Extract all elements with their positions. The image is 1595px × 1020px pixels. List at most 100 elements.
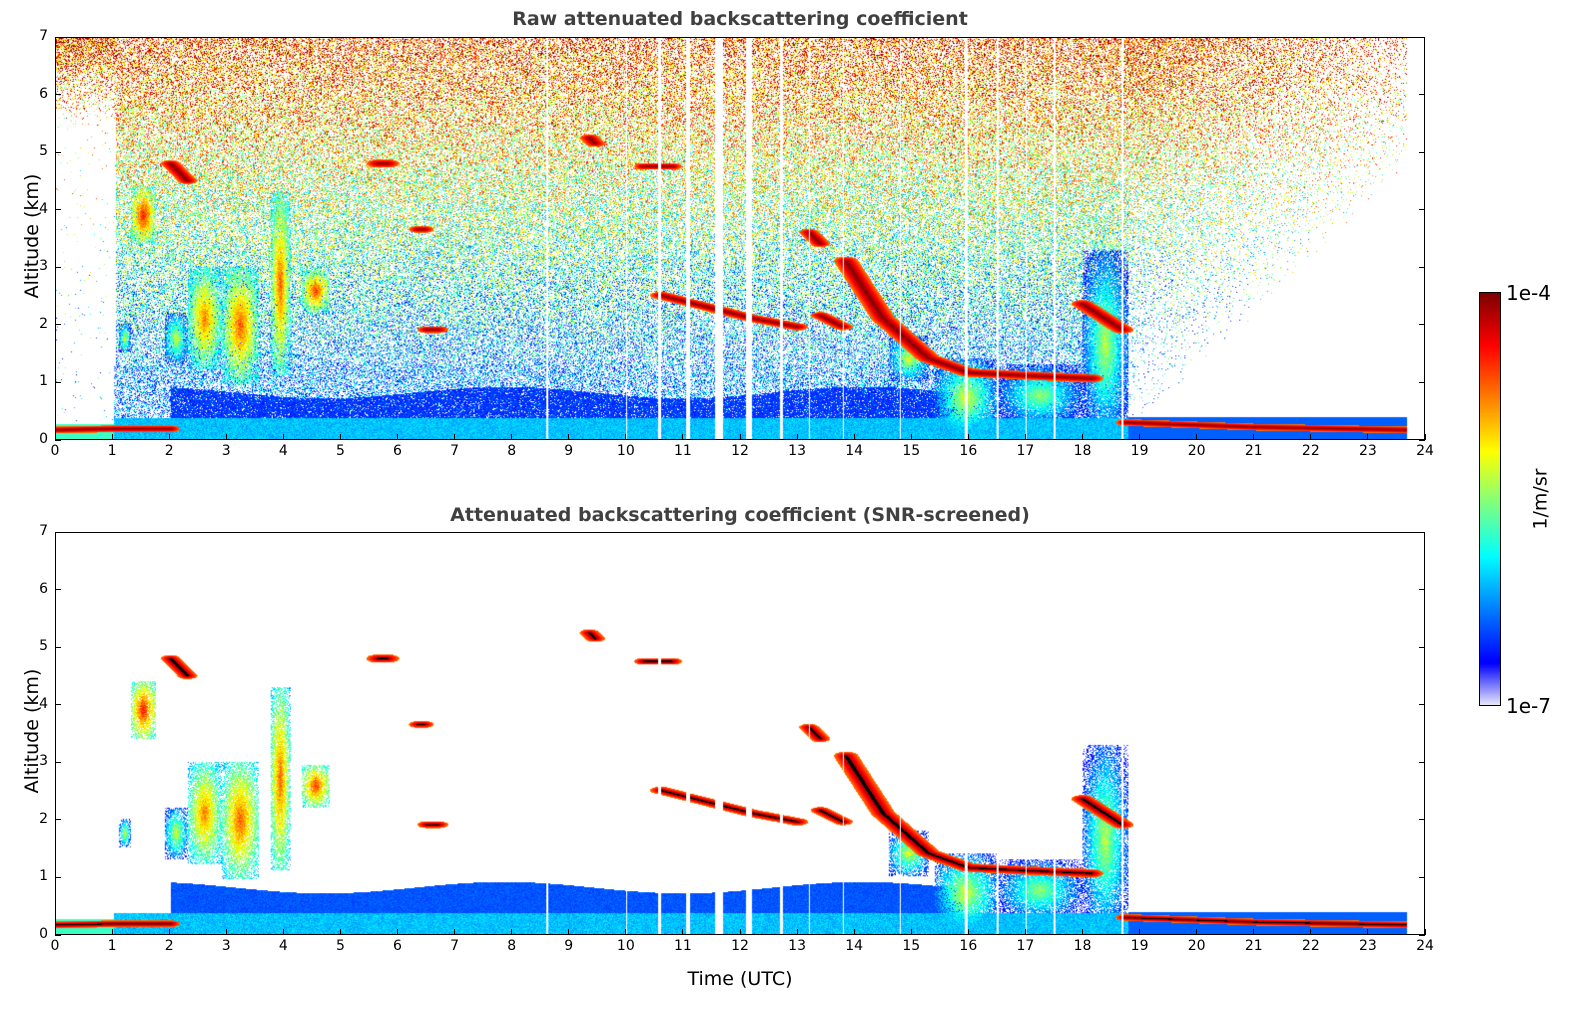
x-tick-label: 13 <box>788 443 806 459</box>
y-tick <box>1419 209 1425 211</box>
x-tick-label: 23 <box>1358 938 1377 954</box>
x-tick <box>796 434 798 440</box>
y-tick <box>55 531 61 533</box>
y-tick <box>55 36 61 38</box>
x-tick-label: 6 <box>393 938 402 954</box>
x-tick <box>54 434 56 440</box>
x-tick-label: 16 <box>959 938 978 954</box>
y-tick <box>55 876 61 878</box>
x-tick <box>910 434 912 440</box>
x-tick <box>967 434 969 440</box>
x-tick-label: 12 <box>731 938 749 954</box>
x-tick <box>1310 434 1312 440</box>
y-tick-label: 2 <box>39 315 48 332</box>
y-tick-label: 3 <box>39 258 48 275</box>
x-tick-label: 5 <box>335 443 345 459</box>
x-tick-label: 17 <box>1016 938 1035 954</box>
y-tick <box>1419 36 1425 38</box>
y-tick-label: 4 <box>39 200 48 217</box>
x-tick <box>625 929 627 935</box>
x-tick-label: 2 <box>164 938 174 954</box>
x-tick-label: 2 <box>164 443 174 459</box>
y-tick <box>1419 761 1425 763</box>
y-tick <box>55 381 61 383</box>
y-tick <box>55 439 61 441</box>
x-tick-label: 19 <box>1130 443 1149 459</box>
x-tick-label: 9 <box>564 443 574 459</box>
y-tick <box>55 646 61 648</box>
x-tick-label: 5 <box>335 938 345 954</box>
y-tick <box>1419 94 1425 96</box>
x-tick-label: 4 <box>278 443 288 459</box>
x-tick <box>54 929 56 935</box>
x-tick <box>967 929 969 935</box>
x-tick-label: 14 <box>845 443 864 459</box>
y-tick <box>1419 324 1425 326</box>
y-tick-label: 7 <box>39 523 48 539</box>
y-tick-label: 7 <box>39 28 48 44</box>
x-tick-label: 12 <box>731 443 749 459</box>
x-tick <box>339 929 341 935</box>
x-tick <box>454 929 456 935</box>
y-tick-label: 1 <box>39 373 48 390</box>
x-tick <box>225 929 227 935</box>
y-tick-label: 6 <box>39 85 48 102</box>
x-tick-label: 3 <box>221 938 231 954</box>
raw-backscatter-plot <box>55 37 1425 440</box>
x-tick <box>739 929 741 935</box>
x-tick <box>1253 434 1255 440</box>
y-tick <box>55 589 61 591</box>
panel-1-ylabel: Altitude (km) <box>21 173 43 299</box>
y-tick <box>1419 934 1425 936</box>
x-tick <box>511 929 513 935</box>
y-tick-label: 1 <box>39 868 48 885</box>
x-tick-label: 14 <box>845 938 864 954</box>
y-tick-label: 4 <box>39 695 48 712</box>
x-tick <box>111 434 113 440</box>
panel-2-title: Attenuated backscattering coefficient (S… <box>450 504 1030 526</box>
x-tick-label: 10 <box>616 938 635 954</box>
y-tick <box>55 209 61 211</box>
x-tick <box>682 434 684 440</box>
x-tick <box>397 434 398 440</box>
x-tick-label: 19 <box>1130 938 1149 954</box>
x-tick <box>1024 434 1026 440</box>
x-tick-label: 21 <box>1244 938 1263 954</box>
x-tick <box>796 929 798 935</box>
y-tick <box>55 324 61 326</box>
x-tick <box>168 929 170 935</box>
y-tick <box>1419 819 1425 821</box>
x-tick <box>397 929 398 935</box>
raw-backscatter-heatmap <box>56 38 1424 439</box>
x-tick-label: 11 <box>673 443 692 459</box>
y-tick <box>55 704 61 706</box>
y-tick-label: 2 <box>39 810 48 827</box>
x-tick <box>739 434 741 440</box>
x-tick-label: 20 <box>1187 938 1206 954</box>
y-tick <box>1419 531 1425 533</box>
y-tick <box>1419 589 1425 591</box>
x-tick-label: 6 <box>393 443 402 459</box>
y-tick <box>55 266 61 268</box>
x-tick <box>168 434 170 440</box>
y-tick <box>1419 439 1425 441</box>
colorbar <box>1479 292 1501 706</box>
x-tick-label: 18 <box>1073 443 1092 459</box>
x-tick-label: 24 <box>1416 938 1434 954</box>
x-tick <box>1082 929 1083 935</box>
y-tick-label: 5 <box>39 143 48 160</box>
y-tick <box>55 761 61 763</box>
x-tick-label: 23 <box>1358 443 1377 459</box>
y-tick <box>1419 266 1425 268</box>
screened-backscatter-plot <box>55 532 1425 935</box>
y-tick <box>1419 704 1425 706</box>
x-tick <box>1024 929 1026 935</box>
y-tick-label: 6 <box>39 580 48 597</box>
panel-1-title: Raw attenuated backscattering coefficien… <box>512 8 968 30</box>
x-tick-label: 18 <box>1073 938 1092 954</box>
x-tick <box>111 929 113 935</box>
x-tick-label: 11 <box>673 938 692 954</box>
x-tick-label: 9 <box>564 938 574 954</box>
colorbar-max-label: 1e-4 <box>1506 281 1551 305</box>
y-tick <box>1419 876 1425 878</box>
